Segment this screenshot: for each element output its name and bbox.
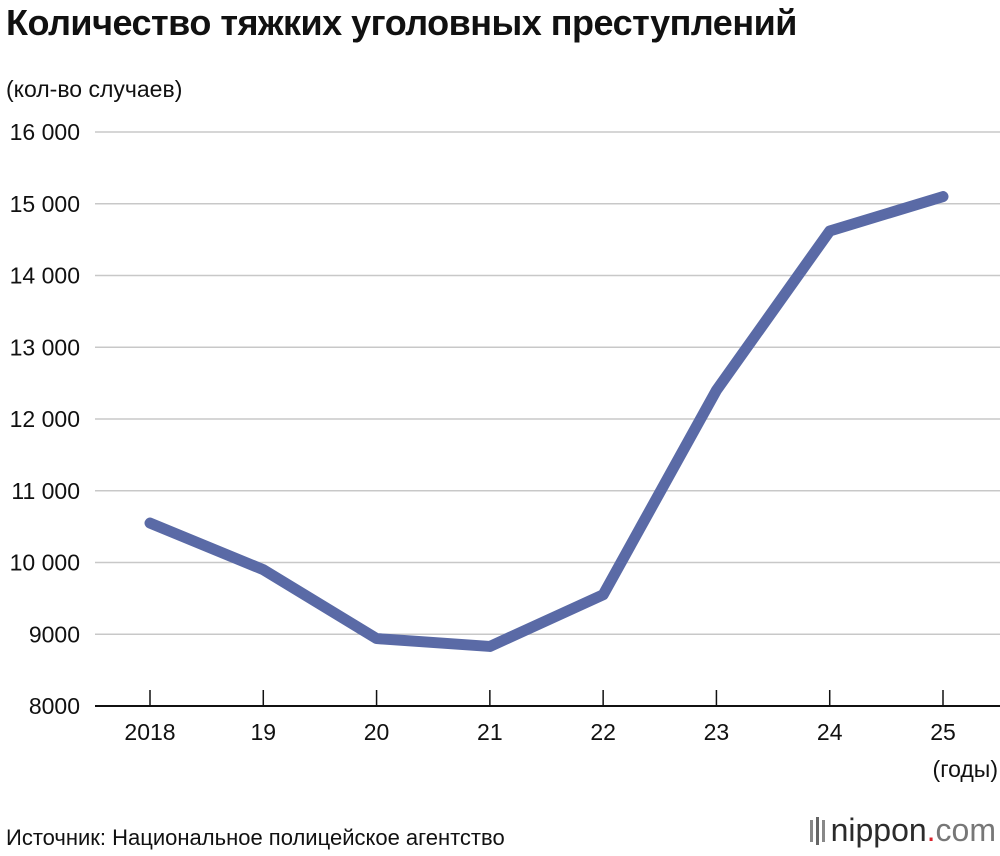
x-tick-label: 25 (930, 719, 956, 745)
y-tick-label: 16 000 (10, 119, 80, 145)
logo-bars-icon (809, 816, 825, 845)
y-tick-label: 11 000 (11, 478, 80, 504)
logo-tld: com (935, 812, 996, 848)
y-tick-label: 15 000 (10, 191, 80, 217)
x-tick-labels: 2018 19 20 21 22 23 24 25 (124, 719, 955, 745)
y-tick-label: 14 000 (10, 263, 80, 289)
series-line (144, 191, 949, 652)
y-tick-label: 13 000 (10, 334, 80, 360)
y-tick-labels: 8000 9000 10 000 11 000 12 000 13 000 14 000 15… (10, 119, 80, 719)
chart-title: Количество тяжких уголовных преступлений (6, 2, 797, 43)
x-tick-label: 20 (364, 719, 390, 745)
y-tick-label: 8000 (29, 693, 80, 719)
x-tick-marks (149, 690, 944, 706)
x-tick-label: 24 (817, 719, 843, 745)
nippon-logo: nippon. com (809, 812, 996, 849)
x-tick-label: 23 (704, 719, 730, 745)
x-tick-label: 2018 (124, 719, 175, 745)
x-tick-label: 21 (477, 719, 503, 745)
logo-name: nippon (830, 812, 927, 848)
y-axis-label: (кол-во случаев) (6, 76, 183, 102)
series-group (144, 191, 949, 652)
source-note: Источник: Национальное полицейское агент… (6, 825, 505, 850)
y-tick-label: 12 000 (10, 406, 80, 432)
x-tick-label: 19 (250, 719, 276, 745)
y-tick-label: 9000 (29, 621, 80, 647)
x-axis-unit-label: (годы) (932, 756, 998, 782)
y-tick-label: 10 000 (10, 550, 80, 576)
grid-lines (95, 131, 1000, 707)
logo-dot: . (926, 812, 936, 848)
x-tick-label: 22 (590, 719, 616, 745)
